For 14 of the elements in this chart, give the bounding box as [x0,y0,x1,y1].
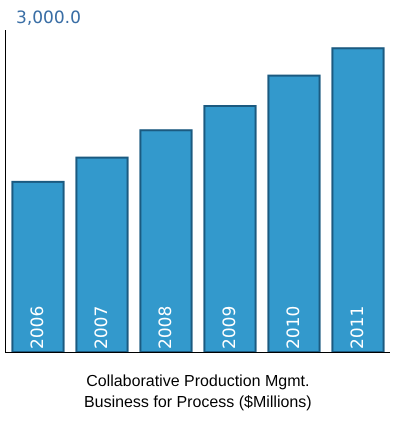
bar [75,156,129,352]
bar [139,129,193,352]
x-tick-label: 2008 [156,306,176,349]
text: Collaborative Production Mgmt. Business for Process ($Millions) [84,373,312,411]
text: 3,000.0 [16,8,81,28]
x-tick-label: 2007 [92,306,112,349]
bar [331,47,385,352]
x-tick-label: 2011 [348,306,368,349]
bar [11,180,65,352]
x-tick-label: 2010 [284,306,304,349]
x-tick-label: 2009 [220,306,240,349]
bar [267,74,321,352]
bar [203,104,257,352]
x-tick-label: 2006 [28,306,48,349]
